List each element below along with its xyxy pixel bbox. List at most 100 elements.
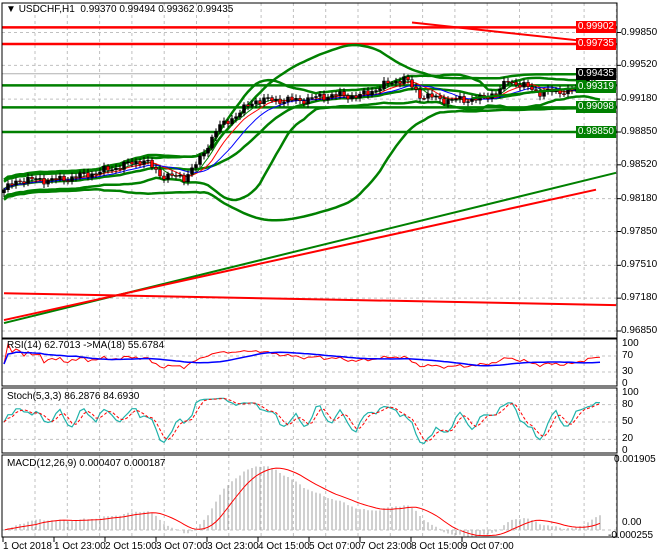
candle-bull [126, 161, 130, 164]
dropdown-triangle-icon[interactable]: ▼ [6, 4, 16, 15]
candle-bear [10, 183, 14, 186]
candle-bull [338, 91, 342, 97]
candle-bull [206, 147, 210, 154]
time-axis-tick: 3 Oct 23:00 [207, 541, 259, 552]
rsi-ma-line [3, 351, 601, 367]
candle-bear [414, 86, 418, 90]
rsi-line [3, 342, 601, 370]
candle-bear [494, 93, 498, 96]
stoch-axis-tick: 80 [622, 398, 634, 410]
macd-axis-tick: -0.000255 [608, 530, 654, 541]
stoch-axis-tick: 100 [622, 387, 639, 398]
candle-bull [58, 175, 62, 180]
stoch-axis-tick: 50 [622, 416, 634, 427]
candle-bull [146, 159, 150, 162]
candle-bull [378, 88, 382, 91]
time-axis-tick: 2 Oct 15:00 [105, 541, 157, 552]
rsi-axis-tick: 30 [622, 366, 634, 377]
candle-bear [302, 100, 306, 105]
chart-header: ▼ USDCHF,H1 0.99370 0.99494 0.99362 0.99… [6, 4, 233, 15]
price-level-label: 0.99098 [575, 101, 616, 114]
candle-bear [62, 175, 66, 181]
candle-bull [142, 160, 146, 165]
candle-bull [90, 173, 94, 178]
rsi-label: RSI(14) 62.7013 ->MA(18) 55.6784 [7, 340, 165, 351]
candle-bull [450, 99, 454, 101]
candle-bear [342, 91, 346, 96]
candle-bull [286, 96, 290, 103]
ma-8-line [3, 80, 601, 191]
time-axis-tick: 5 Oct 07:00 [309, 541, 361, 552]
candle-bear [22, 181, 26, 184]
candle-bear [422, 98, 426, 100]
candle-bear [346, 95, 350, 100]
ma-13-line [3, 84, 601, 191]
candle-bull [186, 174, 190, 183]
candle-bull [198, 155, 202, 165]
candle-bull [194, 164, 198, 169]
candle-bull [98, 171, 102, 175]
candle-bull [358, 94, 362, 99]
candle-bear [170, 173, 174, 176]
symbol-label: USDCHF,H1 [18, 4, 75, 15]
time-axis-tick: 3 Oct 07:00 [156, 541, 208, 552]
candle-bull [350, 95, 354, 100]
candle-bear [162, 175, 166, 180]
candle-bear [42, 178, 46, 185]
candle-bull [218, 124, 222, 132]
stoch-main-line [3, 397, 601, 445]
close-value: 0.99435 [197, 4, 234, 15]
candle-bear [538, 90, 542, 97]
stoch-label: Stoch(5,3,3) 86.2876 84.6930 [7, 391, 140, 402]
candle-bear [506, 81, 510, 83]
price-axis-tick: 0.96850 [621, 325, 658, 336]
candle-bear [354, 95, 358, 99]
candle-bear [386, 80, 390, 84]
macd-label: MACD(12,26,9) 0.000407 0.000187 [7, 458, 166, 469]
trendline [3, 292, 617, 307]
price-level-label: 0.99319 [575, 80, 616, 93]
candle-bull [78, 172, 82, 178]
candle-bull [114, 167, 118, 170]
candle-bull [318, 94, 322, 97]
macd-signal-line [3, 467, 601, 537]
candle-bull [34, 178, 38, 180]
candle-bull [2, 189, 6, 193]
candle-bull [242, 104, 246, 114]
time-axis-tick: 4 Oct 15:00 [258, 541, 310, 552]
candle-bear [334, 94, 338, 97]
candle-bear [514, 81, 518, 86]
candle-bull [470, 98, 474, 102]
candle-bull [166, 173, 170, 180]
candle-bear [150, 159, 154, 168]
candle-bear [66, 180, 70, 182]
candle-bull [250, 103, 254, 107]
candle-bull [70, 176, 74, 182]
candle-bull [14, 180, 18, 186]
candle-bull [434, 95, 438, 98]
candle-bear [298, 98, 302, 101]
candle-bull [446, 99, 450, 105]
candle-bear [442, 98, 446, 105]
candle-bull [122, 162, 126, 170]
candle-bull [82, 172, 86, 174]
candle-bull [202, 152, 206, 157]
candle-bear [106, 166, 110, 171]
candle-bear [94, 173, 98, 176]
panel-border [1, 338, 618, 387]
macd-axis-tick: 0.00 [622, 517, 642, 528]
candle-bear [418, 89, 422, 99]
candle-bear [474, 98, 478, 101]
candle-bull [374, 90, 378, 92]
candle-bull [314, 96, 318, 98]
candle-bear [510, 81, 514, 84]
candle-bull [502, 81, 506, 90]
candle-bear [406, 76, 410, 80]
candle-bull [326, 97, 330, 101]
candle-bear [366, 90, 370, 95]
candle-bear [534, 89, 538, 91]
candle-bull [6, 183, 10, 190]
price-level-label: 0.98850 [575, 126, 616, 138]
candle-bull [498, 88, 502, 95]
